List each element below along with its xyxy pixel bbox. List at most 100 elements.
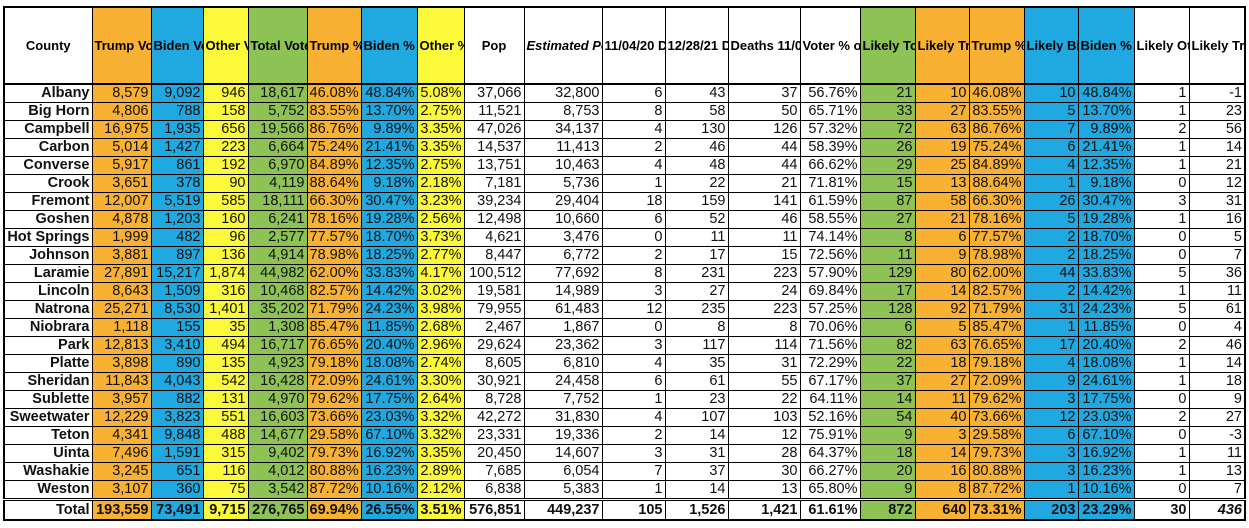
cell-other-votes: 131	[202, 390, 249, 409]
cell-deaths-period: 21	[727, 174, 801, 193]
cell-est-pop-18: 6,054	[523, 462, 603, 481]
cell-trump-votes: 3,898	[91, 354, 152, 373]
cell-voter-pct-18: 65.80%	[799, 480, 861, 501]
cell-county: Sublette	[3, 390, 93, 409]
cell-likely-trump-voter-deaths: 6	[914, 228, 970, 247]
cell-likely-trump-pct: 77.57%	[968, 228, 1025, 247]
cell-other-votes: 75	[202, 480, 249, 501]
cell-biden-pct: 13.70%	[360, 102, 418, 121]
cell-deaths-122821: 48	[664, 156, 729, 175]
cell-likely-biden-voter-deaths: 31	[1023, 300, 1079, 319]
cell-other-pct: 2.96%	[416, 336, 465, 355]
cell-likely-biden-voter-deaths: 203	[1023, 498, 1079, 521]
cell-likely-trump-voter-deaths: 14	[914, 444, 970, 463]
cell-other-votes: 96	[202, 228, 249, 247]
cell-likely-trump-minus-biden: 16	[1188, 210, 1246, 229]
cell-likely-trump-minus-biden: 27	[1188, 408, 1246, 427]
cell-likely-total-voter-deaths: 72	[859, 120, 916, 139]
cell-likely-biden-pct: 16.92%	[1077, 444, 1135, 463]
cell-voter-pct-18: 72.29%	[799, 354, 861, 373]
cell-pop: 13,751	[463, 156, 525, 175]
cell-likely-trump-voter-deaths: 10	[914, 83, 970, 103]
cell-deaths-period: 1,421	[727, 498, 801, 521]
cell-biden-pct: 18.70%	[360, 228, 418, 247]
cell-likely-other-voter-deaths: 5	[1133, 300, 1190, 319]
cell-pop: 37,066	[463, 83, 525, 103]
cell-likely-trump-minus-biden: 56	[1188, 120, 1246, 139]
cell-biden-pct: 48.84%	[360, 83, 418, 103]
cell-voter-pct-18: 64.37%	[799, 444, 861, 463]
cell-other-votes: 35	[202, 318, 249, 337]
cell-deaths-122821: 61	[664, 372, 729, 391]
header-est-pop-18: Estimated Pop 18+	[523, 6, 603, 85]
cell-total-votes: 16,603	[247, 408, 308, 427]
header-trump-votes: Trump Votes	[91, 6, 152, 85]
cell-likely-trump-minus-biden: 9	[1188, 390, 1246, 409]
cell-likely-total-voter-deaths: 20	[859, 462, 916, 481]
cell-deaths-122821: 23	[664, 390, 729, 409]
cell-likely-other-voter-deaths: 1	[1133, 210, 1190, 229]
cell-biden-pct: 10.16%	[360, 480, 418, 501]
cell-county: Niobrara	[3, 318, 93, 337]
cell-trump-pct: 79.18%	[306, 354, 362, 373]
cell-trump-pct: 75.24%	[306, 138, 362, 157]
cell-other-pct: 4.17%	[416, 264, 465, 283]
cell-likely-trump-minus-biden: 18	[1188, 372, 1246, 391]
cell-deaths-110420: 105	[601, 498, 666, 521]
cell-likely-biden-voter-deaths: 44	[1023, 264, 1079, 283]
cell-other-pct: 3.02%	[416, 282, 465, 301]
cell-trump-votes: 193,559	[91, 498, 152, 521]
cell-other-pct: 3.51%	[416, 498, 465, 521]
cell-biden-votes: 1,935	[150, 120, 204, 139]
cell-pop: 47,026	[463, 120, 525, 139]
cell-est-pop-18: 14,607	[523, 444, 603, 463]
cell-deaths-122821: 1,526	[664, 498, 729, 521]
cell-voter-pct-18: 52.16%	[799, 408, 861, 427]
cell-deaths-122821: 14	[664, 480, 729, 501]
header-total-votes: Total Votes	[247, 6, 308, 85]
cell-other-pct: 2.56%	[416, 210, 465, 229]
cell-other-votes: 542	[202, 372, 249, 391]
cell-likely-trump-minus-biden: 11	[1188, 282, 1246, 301]
cell-biden-votes: 360	[150, 480, 204, 501]
cell-other-pct: 2.64%	[416, 390, 465, 409]
cell-deaths-122821: 35	[664, 354, 729, 373]
cell-likely-total-voter-deaths: 21	[859, 83, 916, 103]
cell-deaths-110420: 8	[601, 102, 666, 121]
cell-likely-trump-voter-deaths: 92	[914, 300, 970, 319]
cell-likely-biden-pct: 12.35%	[1077, 156, 1135, 175]
cell-deaths-110420: 0	[601, 318, 666, 337]
cell-est-pop-18: 31,830	[523, 408, 603, 427]
cell-likely-total-voter-deaths: 129	[859, 264, 916, 283]
cell-trump-pct: 69.94%	[306, 498, 362, 521]
cell-likely-trump-voter-deaths: 40	[914, 408, 970, 427]
cell-total-votes: 16,717	[247, 336, 308, 355]
cell-pop: 14,537	[463, 138, 525, 157]
cell-pop: 2,467	[463, 318, 525, 337]
cell-pop: 11,521	[463, 102, 525, 121]
table-row: Weston 3,107 360 75 3,542 87.72% 10.16% 2.12% 6,…	[3, 480, 1246, 501]
cell-likely-biden-pct: 48.84%	[1077, 83, 1135, 103]
cell-deaths-110420: 12	[601, 300, 666, 319]
cell-est-pop-18: 29,404	[523, 192, 603, 211]
cell-likely-trump-pct: 75.24%	[968, 138, 1025, 157]
cell-trump-pct: 79.73%	[306, 444, 362, 463]
cell-biden-pct: 12.35%	[360, 156, 418, 175]
cell-likely-biden-voter-deaths: 9	[1023, 372, 1079, 391]
cell-likely-biden-pct: 18.25%	[1077, 246, 1135, 265]
cell-est-pop-18: 10,463	[523, 156, 603, 175]
cell-est-pop-18: 61,483	[523, 300, 603, 319]
cell-deaths-122821: 31	[664, 444, 729, 463]
cell-pop: 8,447	[463, 246, 525, 265]
cell-county: Campbell	[3, 120, 93, 139]
cell-likely-total-voter-deaths: 18	[859, 444, 916, 463]
cell-likely-trump-minus-biden: 14	[1188, 138, 1246, 157]
cell-biden-pct: 19.28%	[360, 210, 418, 229]
cell-deaths-122821: 117	[664, 336, 729, 355]
cell-biden-pct: 26.55%	[360, 498, 418, 521]
cell-county: Crook	[3, 174, 93, 193]
cell-likely-trump-voter-deaths: 8	[914, 480, 970, 501]
cell-trump-votes: 8,579	[91, 83, 152, 103]
cell-deaths-122821: 43	[664, 83, 729, 103]
cell-biden-pct: 11.85%	[360, 318, 418, 337]
